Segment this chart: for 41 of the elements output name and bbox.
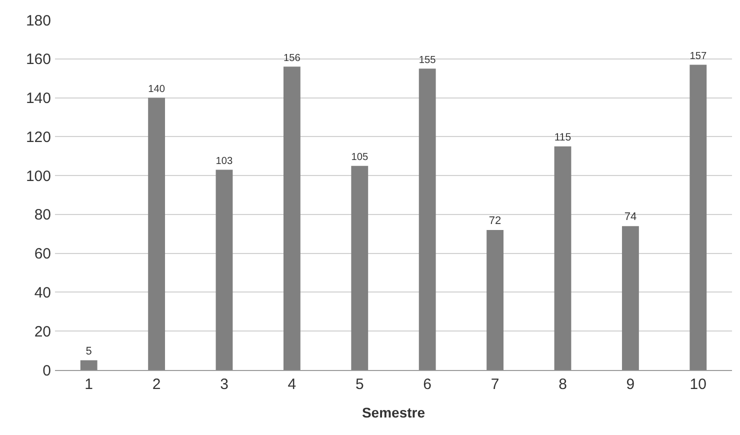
x-tick-label: 1 — [84, 376, 94, 393]
y-tick-label: 0 — [42, 362, 51, 380]
y-tick-label: 180 — [26, 12, 51, 30]
data-label: 156 — [283, 52, 301, 64]
x-axis-title: Semestre — [362, 404, 426, 420]
bar — [283, 66, 300, 370]
bar — [622, 226, 639, 370]
y-tick-label: 120 — [26, 128, 51, 146]
x-tick-label: 8 — [558, 376, 567, 393]
x-tick-label: 6 — [423, 376, 432, 393]
bar — [690, 64, 707, 370]
y-tick-label: 60 — [34, 246, 51, 263]
data-label: 5 — [86, 345, 92, 358]
data-label: 155 — [418, 54, 436, 66]
data-label: 157 — [690, 50, 707, 62]
y-tick-label: 140 — [26, 90, 51, 108]
x-tick-label: 9 — [626, 376, 635, 393]
data-label: 140 — [148, 84, 166, 96]
x-tick-label: 7 — [490, 376, 500, 393]
x-tick-label: 2 — [152, 376, 161, 393]
data-label: 105 — [351, 152, 368, 164]
bar — [418, 68, 436, 370]
data-label: 103 — [216, 156, 234, 167]
x-tick-label: 3 — [220, 376, 228, 393]
bar — [80, 360, 98, 370]
x-tick-label: 5 — [355, 376, 364, 393]
bar — [216, 170, 233, 370]
y-tick-label: 40 — [34, 284, 51, 302]
x-tick-label: 10 — [690, 376, 706, 393]
bar — [486, 230, 504, 370]
bar — [554, 146, 572, 370]
bar — [351, 166, 368, 370]
bar — [148, 98, 166, 370]
data-label: 72 — [488, 215, 502, 227]
data-label: 115 — [554, 131, 572, 144]
y-tick-label: 160 — [26, 51, 51, 68]
y-tick-label: 100 — [26, 168, 51, 185]
data-label: 74 — [624, 211, 637, 224]
y-tick-label: 80 — [34, 206, 51, 224]
y-tick-label: 20 — [34, 323, 51, 340]
x-tick-label: 4 — [288, 376, 296, 393]
